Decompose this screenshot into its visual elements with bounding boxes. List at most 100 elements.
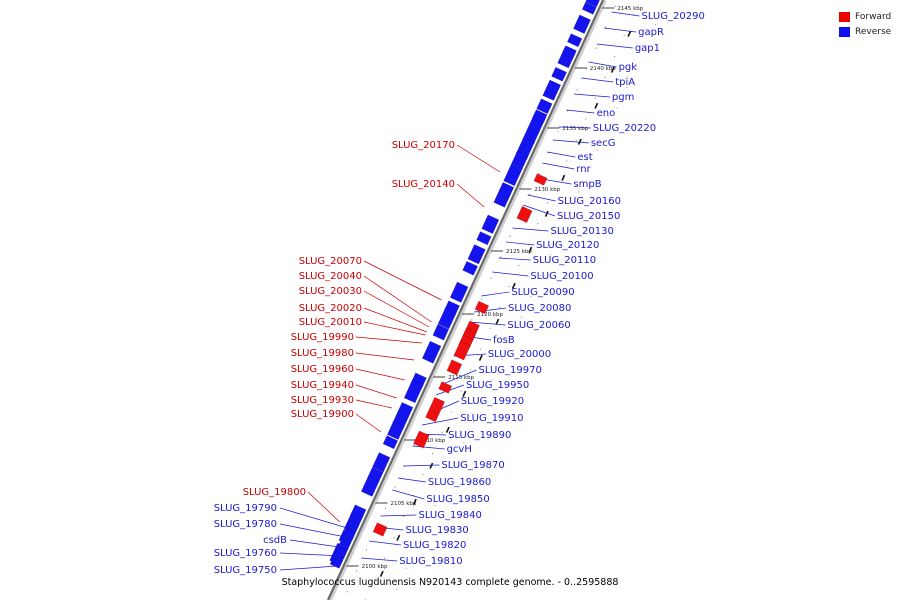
reverse-gene-leader <box>558 126 591 129</box>
reverse-gene-label: SLUG_19760 <box>214 548 277 559</box>
scale-tick-label: 2135 kbp <box>562 126 588 132</box>
reverse-gene-label: SLUG_19870 <box>441 460 504 471</box>
forward-gene-leader <box>363 321 426 336</box>
reverse-gene-feature <box>403 379 424 404</box>
reverse-gene-label: est <box>577 152 592 163</box>
reverse-gene-label: SLUG_19790 <box>214 503 277 514</box>
reverse-gene-label: SLUG_20220 <box>593 123 656 134</box>
forward-gene-label: SLUG_20170 <box>392 140 455 151</box>
forward-gene-leader <box>307 491 340 523</box>
marker-tick <box>429 462 434 469</box>
reverse-gene-leader <box>552 139 589 144</box>
marker-tick <box>561 174 566 181</box>
reverse-gene-label: SLUG_19910 <box>460 413 523 424</box>
reverse-gene-feature <box>360 475 380 497</box>
forward-gene-label: SLUG_19800 <box>243 487 306 498</box>
marker-tick <box>412 498 417 505</box>
reverse-gene-label: SLUG_19950 <box>466 380 529 391</box>
forward-gene-leader <box>456 183 485 208</box>
reverse-gene-label: rnr <box>576 164 591 175</box>
reverse-gene-label: SLUG_19810 <box>399 556 462 567</box>
reverse-gene-label: SLUG_20060 <box>507 320 570 331</box>
legend-forward-swatch <box>839 11 850 22</box>
reverse-gene-label: SLUG_19970 <box>479 365 542 376</box>
reverse-gene-feature <box>481 214 500 234</box>
forward-gene-label: SLUG_19990 <box>291 332 354 343</box>
reverse-gene-label: pgk <box>619 62 638 73</box>
reverse-gene-label: csdB <box>263 535 287 546</box>
reverse-gene-label: SLUG_20110 <box>533 255 596 266</box>
scale-tick-label: 2120 kbp <box>477 312 503 318</box>
reverse-gene-leader <box>380 514 417 517</box>
reverse-gene-label: SLUG_20160 <box>558 196 621 207</box>
forward-gene-feature <box>446 359 463 376</box>
forward-gene-feature <box>372 522 388 537</box>
reverse-gene-leader <box>542 162 575 170</box>
reverse-gene-leader <box>368 540 402 546</box>
reverse-gene-feature <box>503 162 524 187</box>
reverse-gene-feature <box>532 109 548 124</box>
guide-line-2 <box>364 13 635 600</box>
scale-tick-label: 2100 kbp <box>362 564 388 570</box>
reverse-gene-feature <box>437 307 457 330</box>
reverse-gene-label: fosB <box>493 335 515 346</box>
legend-reverse-swatch <box>839 26 850 37</box>
reverse-gene-leader <box>604 27 637 33</box>
marker-tick <box>577 138 582 145</box>
reverse-gene-feature <box>346 520 360 533</box>
genome-backbone-shadow <box>328 0 607 600</box>
reverse-gene-label: SLUG_19840 <box>419 510 482 521</box>
reverse-gene-leader <box>498 257 531 261</box>
reverse-gene-label: SLUG_19780 <box>214 519 277 530</box>
reverse-gene-leader <box>279 565 338 571</box>
forward-gene-label: SLUG_20140 <box>392 179 455 190</box>
forward-gene-feature <box>413 430 430 449</box>
reverse-gene-feature <box>551 66 567 82</box>
reverse-gene-label: gap1 <box>635 43 660 54</box>
forward-gene-label: SLUG_20020 <box>299 303 362 314</box>
reverse-gene-label: SLUG_19850 <box>426 494 489 505</box>
reverse-gene-leader <box>279 507 355 531</box>
reverse-gene-feature <box>542 79 562 101</box>
marker-tick <box>528 246 533 253</box>
forward-gene-feature <box>425 408 440 423</box>
marker-tick <box>610 66 615 73</box>
reverse-gene-feature <box>511 150 529 168</box>
forward-gene-feature <box>428 396 445 415</box>
forward-gene-leader <box>363 307 427 333</box>
reverse-gene-label: SLUG_20150 <box>557 211 620 222</box>
reverse-gene-label: SLUG_19820 <box>403 540 466 551</box>
reverse-gene-label: eno <box>597 108 616 119</box>
reverse-gene-leader <box>361 557 398 562</box>
reverse-gene-leader <box>403 464 440 467</box>
reverse-gene-leader <box>279 523 351 539</box>
reverse-gene-leader <box>611 11 640 17</box>
map-caption: Staphylococcus lugdunensis N920143 compl… <box>281 577 619 588</box>
scale-tick-label: 2145 kbp <box>617 6 643 12</box>
reverse-gene-leader <box>397 477 426 483</box>
reverse-gene-label: pgm <box>612 92 634 103</box>
reverse-gene-leader <box>473 307 507 313</box>
forward-gene-leader <box>363 260 442 301</box>
forward-gene-label: SLUG_20010 <box>299 317 362 328</box>
forward-gene-feature <box>533 173 548 186</box>
reverse-gene-leader <box>492 271 529 277</box>
reverse-gene-leader <box>588 61 617 68</box>
reverse-gene-leader <box>289 539 346 549</box>
reverse-gene-feature <box>382 435 399 450</box>
reverse-gene-feature <box>432 323 450 341</box>
scale-tick-label: 2105 kbp <box>390 501 416 507</box>
reverse-gene-label: SLUG_19920 <box>461 396 524 407</box>
reverse-gene-feature <box>585 0 600 8</box>
reverse-gene-feature <box>493 194 509 208</box>
forward-gene-feature <box>474 300 490 315</box>
reverse-gene-label: SLUG_20120 <box>536 240 599 251</box>
reverse-gene-leader <box>596 43 633 49</box>
reverse-gene-label: gapR <box>638 27 664 38</box>
reverse-gene-feature <box>421 340 442 364</box>
forward-gene-label: SLUG_20030 <box>299 286 362 297</box>
reverse-gene-leader <box>412 445 445 450</box>
reverse-gene-feature <box>536 98 553 115</box>
forward-gene-leader <box>355 384 397 399</box>
scale-tick-label: 2140 kbp <box>590 66 616 72</box>
